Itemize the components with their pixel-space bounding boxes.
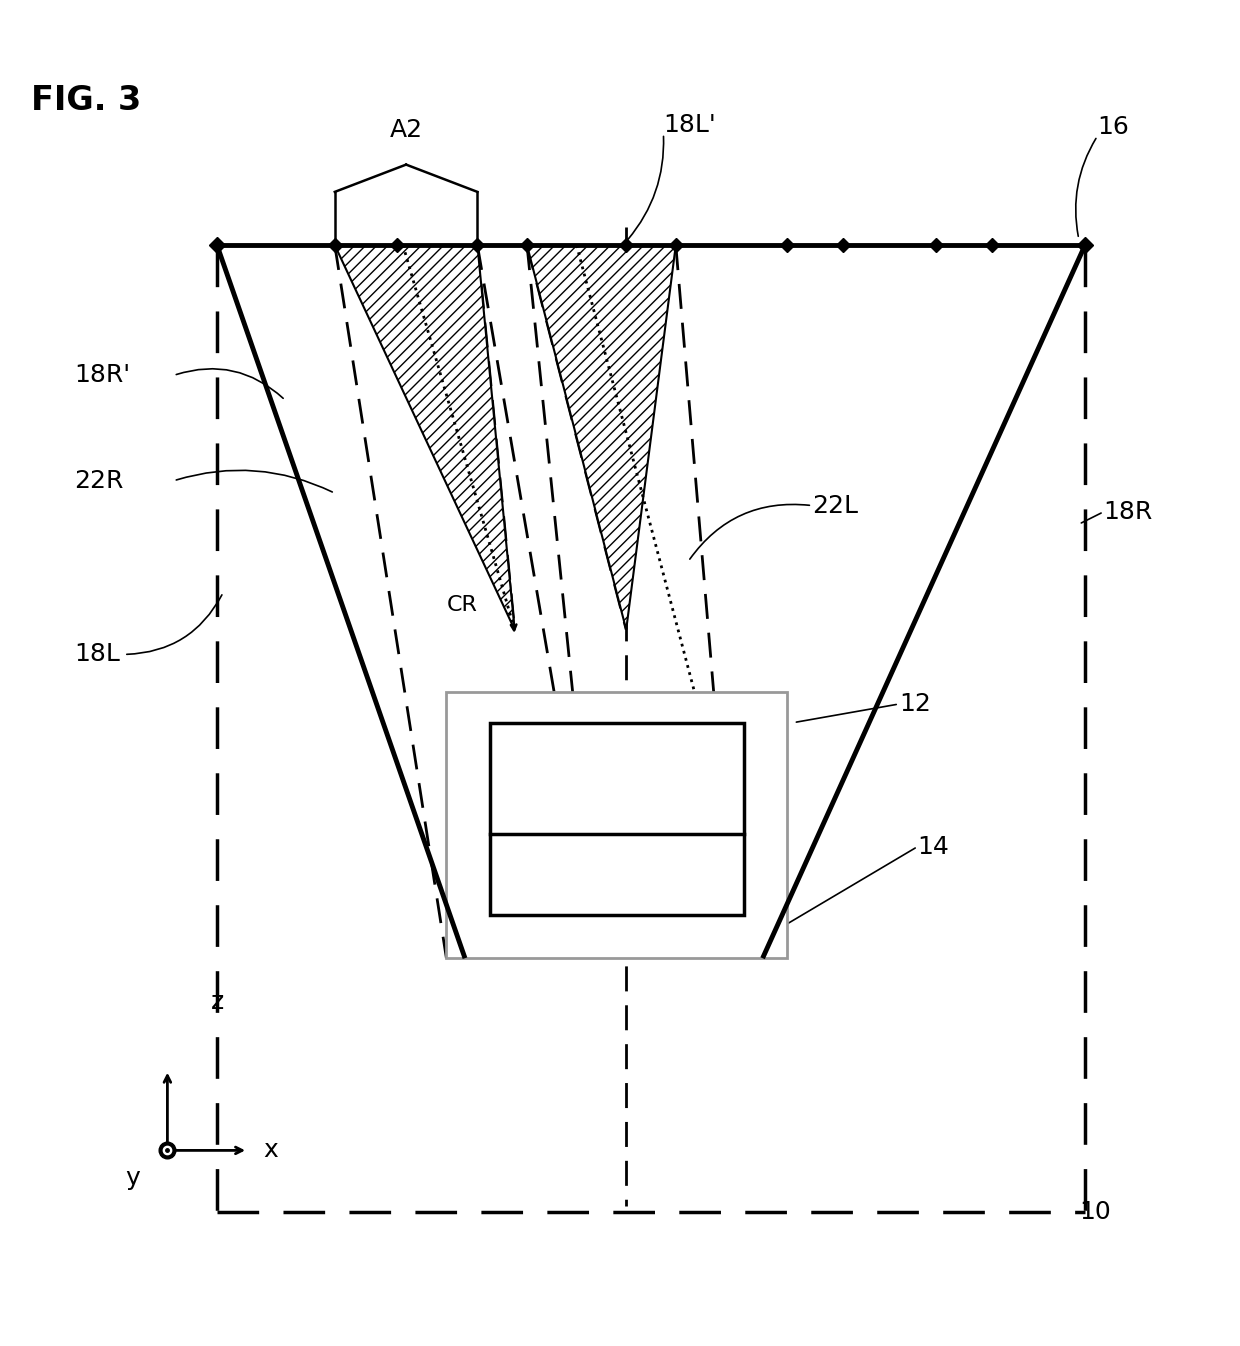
Text: x: x	[263, 1139, 278, 1163]
Text: y: y	[125, 1166, 140, 1190]
Text: 22R: 22R	[74, 468, 124, 493]
Bar	[446, 692, 787, 958]
Text: A2: A2	[389, 118, 423, 143]
Text: 10: 10	[1079, 1201, 1111, 1225]
Text: 18L: 18L	[74, 642, 120, 666]
Text: 16: 16	[1097, 116, 1130, 140]
Polygon shape	[335, 245, 515, 630]
Text: 18R: 18R	[1104, 499, 1153, 524]
Text: 18R': 18R'	[74, 363, 130, 388]
Polygon shape	[527, 245, 676, 630]
Text: 12: 12	[899, 692, 931, 716]
Text: 22L: 22L	[812, 494, 858, 518]
Text: z: z	[211, 989, 223, 1014]
Text: FIG. 3: FIG. 3	[31, 83, 141, 117]
Text: CR: CR	[446, 595, 477, 615]
Bar	[490, 723, 744, 915]
Text: 14: 14	[918, 835, 950, 859]
Text: 18L': 18L'	[663, 113, 717, 137]
